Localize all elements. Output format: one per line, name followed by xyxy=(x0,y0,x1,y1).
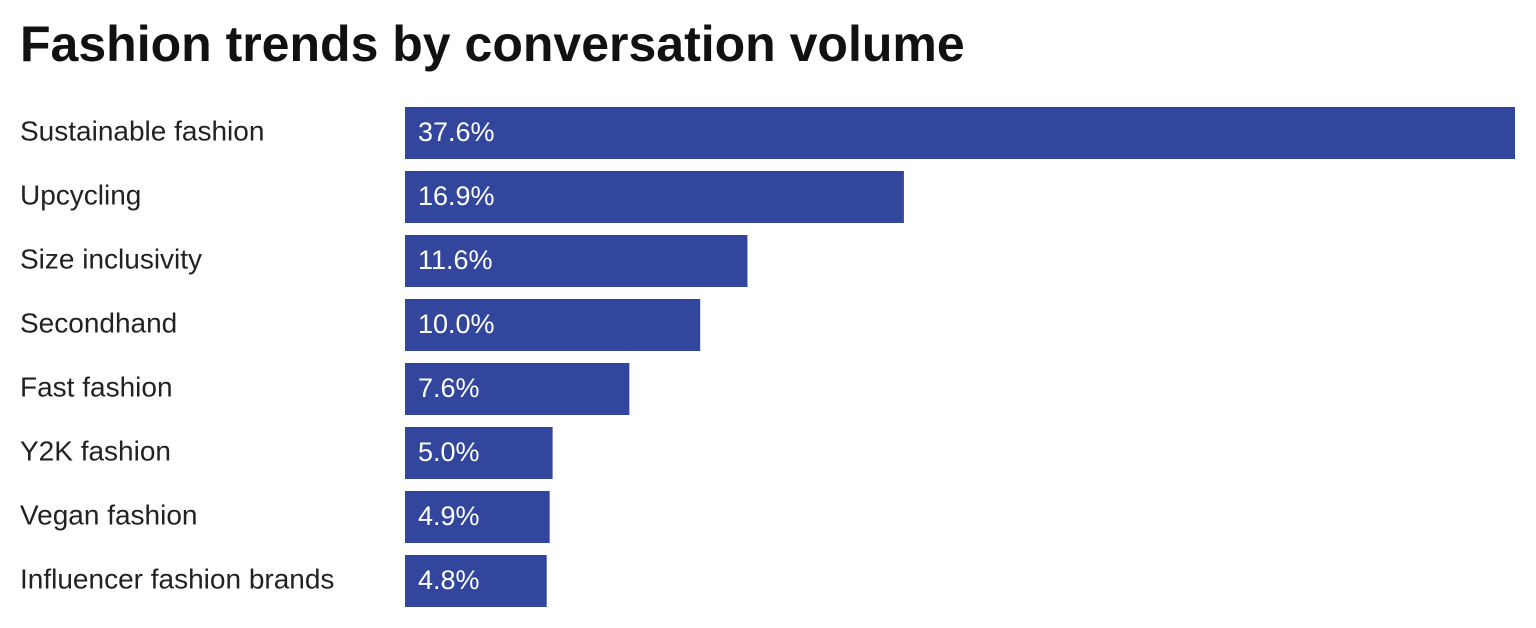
value-label: 4.9% xyxy=(418,501,480,531)
value-label: 5.0% xyxy=(418,437,480,467)
value-label: 37.6% xyxy=(418,117,495,147)
value-label: 10.0% xyxy=(418,309,495,339)
category-label: Secondhand xyxy=(20,307,177,338)
bar xyxy=(405,107,1515,159)
bar xyxy=(405,299,701,351)
bar xyxy=(405,235,748,287)
bar xyxy=(405,427,553,479)
category-label: Size inclusivity xyxy=(20,243,202,274)
category-label: Influencer fashion brands xyxy=(20,563,334,594)
category-label: Y2K fashion xyxy=(20,435,171,466)
chart-title: Fashion trends by conversation volume xyxy=(20,16,965,72)
value-label: 11.6% xyxy=(418,245,493,275)
category-label: Fast fashion xyxy=(20,371,173,402)
value-label: 7.6% xyxy=(418,373,480,403)
bar xyxy=(405,363,630,415)
value-label: 16.9% xyxy=(418,181,495,211)
bar xyxy=(405,171,904,223)
category-label: Upcycling xyxy=(20,179,141,210)
bar xyxy=(405,555,547,607)
category-label: Vegan fashion xyxy=(20,499,198,530)
category-label: Sustainable fashion xyxy=(20,115,264,146)
bar xyxy=(405,491,550,543)
value-label: 4.8% xyxy=(418,565,480,595)
